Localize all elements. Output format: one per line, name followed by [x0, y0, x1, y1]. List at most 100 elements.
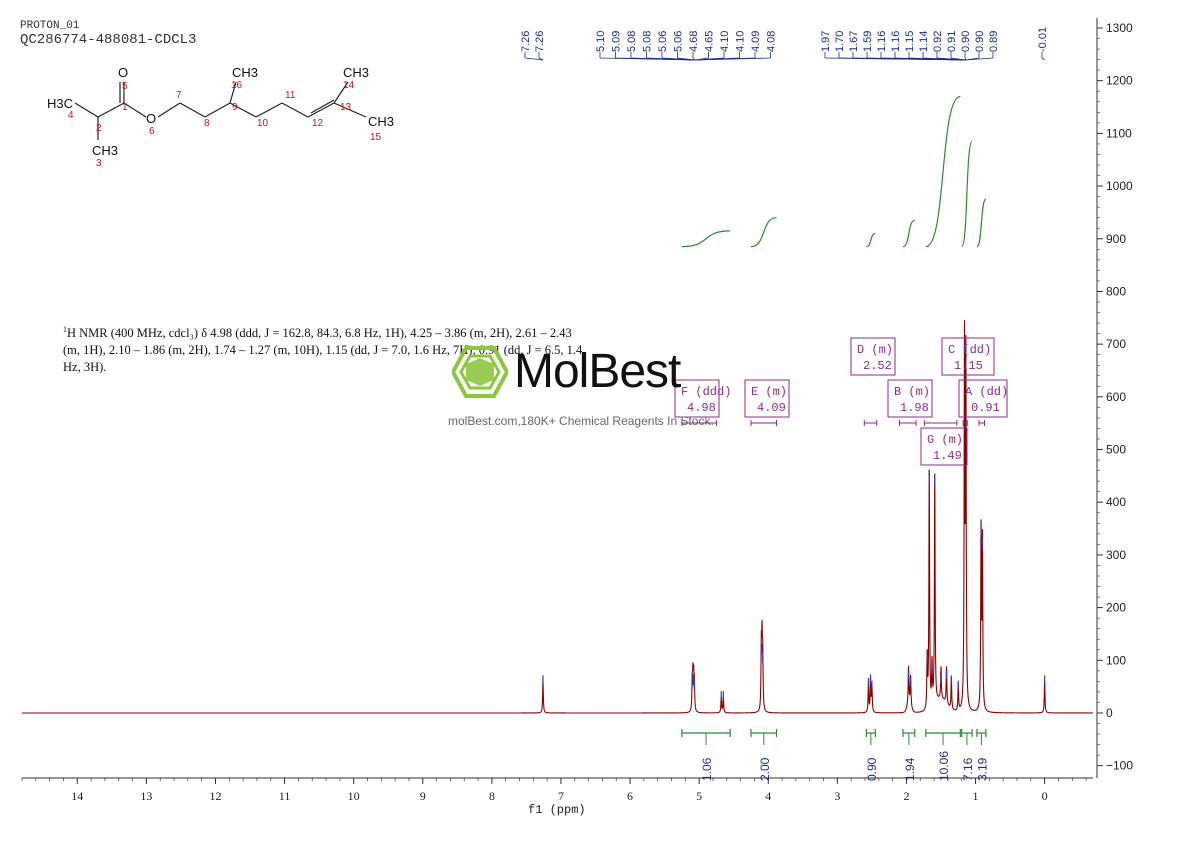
spectrum-line	[22, 320, 1093, 714]
y-tick-label: 1100	[1106, 126, 1132, 140]
atom-number: 5	[122, 81, 128, 92]
y-tick-label: 1200	[1106, 74, 1133, 88]
atom-number: 2	[96, 123, 102, 134]
x-tick-label: 2	[903, 789, 909, 803]
y-tick-label: 1300	[1106, 21, 1133, 35]
multiplet-shift: 1.15	[954, 359, 983, 373]
multiplet-box	[887, 379, 933, 418]
y-tick-label: 900	[1106, 232, 1126, 246]
multiplet-type: E (m)	[751, 385, 787, 399]
integral-value: 7.16	[961, 757, 975, 781]
x-tick-label: 6	[627, 789, 633, 803]
y-tick-label: 100	[1106, 653, 1126, 667]
peak-shift-label: 4.68	[688, 31, 700, 52]
peak-shift-label: 4.09	[750, 31, 762, 52]
bond-line	[229, 81, 237, 104]
atom-number: 13	[340, 102, 352, 113]
y-tick-label: −100	[1106, 759, 1133, 773]
multiplet-type: D (m)	[857, 343, 893, 357]
peak-label-connector	[677, 57, 696, 61]
peak-shift-label: 0.91	[946, 31, 958, 52]
peak-shift-label: -0.01	[1037, 27, 1049, 52]
y-tick-label: 800	[1106, 284, 1126, 298]
x-tick-label: 13	[140, 789, 152, 803]
peak-shift-label: 5.10	[595, 31, 607, 52]
x-tick-label: 14	[71, 789, 83, 803]
atom-label: O	[146, 111, 156, 126]
integral-curve	[961, 140, 973, 248]
integral-marks: 1.06 2.00 0.90 1.94 10.06 7.16 3.19	[681, 729, 989, 781]
bond-line	[255, 102, 283, 118]
atom-number: 3	[96, 158, 102, 169]
bond-line	[123, 102, 147, 118]
peak-shift-label: 1.67	[848, 31, 860, 52]
x-tick-label: 8	[489, 789, 495, 803]
spectrum-header: PROTON_01 QC286774-488081-CDCL3	[20, 20, 196, 48]
atom-number: 15	[370, 132, 382, 143]
atom-number: 6	[149, 126, 155, 137]
peak-shift-label: 1.59	[862, 31, 874, 52]
multiplet-shift: 4.09	[757, 401, 786, 415]
bond-line	[333, 102, 367, 118]
integral-value: 1.94	[903, 757, 917, 781]
description-line-2: (m, 1H), 2.10 – 1.86 (m, 2H), 1.74 – 1.2…	[63, 343, 583, 358]
x-tick-label: 4	[765, 789, 771, 803]
atom-number: 10	[257, 118, 269, 129]
multiplet-box	[958, 379, 1008, 418]
atom-number: 9	[232, 102, 238, 113]
x-tick-label: 10	[348, 789, 360, 803]
y-tick-label: 300	[1106, 548, 1126, 562]
x-tick-label: 3	[834, 789, 840, 803]
description-line-3: Hz, 3H).	[63, 360, 107, 375]
x-tick-label: 9	[420, 789, 426, 803]
atom-label: H3C	[47, 96, 73, 111]
peak-shift-label: 1.16	[876, 31, 888, 52]
atom-number: 8	[204, 118, 210, 129]
integral-curve	[750, 217, 777, 248]
y-tick-label: 400	[1106, 495, 1126, 509]
multiplet-box	[941, 337, 995, 376]
sample-name: QC286774-488081-CDCL3	[20, 32, 197, 48]
peak-shift-label: 1.70	[834, 31, 846, 52]
integral-curve	[681, 230, 731, 248]
peak-labels: 7.26 7.26 5.10 5.09 5.08 5.08 5.06 5.06 4.68 4.65…	[520, 27, 1049, 61]
integral-curves	[681, 95, 987, 248]
x-tick-label: 7	[558, 789, 564, 803]
peak-label-connector	[694, 57, 771, 61]
y-tick-label: 600	[1106, 390, 1126, 404]
peak-shift-label: 5.06	[657, 31, 669, 52]
peak-label-connector	[950, 57, 966, 61]
y-tick-label: 1000	[1106, 179, 1133, 193]
integral-curve	[976, 198, 987, 248]
multiplet-type: C (dd)	[948, 343, 991, 357]
integral-value: 2.00	[758, 757, 772, 781]
peak-shift-label: 7.26	[520, 31, 532, 52]
bond-line	[74, 102, 99, 118]
integral-value: 1.06	[700, 757, 714, 781]
peak-shift-label: 4.08	[766, 31, 778, 52]
multiplet-type: G (m)	[927, 433, 963, 447]
peak-shift-label: 7.26	[534, 31, 546, 52]
peak-shift-label: 1.97	[820, 31, 832, 52]
watermark-brand: MolBest	[514, 345, 681, 398]
atom-label: CH3	[92, 143, 118, 158]
atom-number: 14	[343, 80, 355, 91]
peak-shift-label: 0.92	[932, 31, 944, 52]
bond-line	[97, 102, 125, 118]
bond-line	[229, 102, 257, 118]
experiment-name: PROTON_01	[20, 20, 80, 32]
nmr-description: 1H NMR (400 MHz, cdcl₃) δ 4.98 (ddd, J =…	[63, 321, 623, 376]
atom-number: 12	[312, 118, 324, 129]
x-tick-label: 11	[279, 789, 291, 803]
y-tick-label: 200	[1106, 601, 1126, 615]
multiplet-box	[674, 379, 720, 418]
peak-label-connector	[538, 57, 544, 61]
y-tick-label: 0	[1106, 706, 1113, 720]
integral-curve	[925, 95, 961, 248]
atom-label: O	[118, 65, 128, 80]
integral-value: 10.06	[937, 751, 951, 781]
peak-label-connector	[965, 57, 994, 61]
multiplet-box	[744, 379, 790, 418]
bond-line	[157, 102, 181, 118]
